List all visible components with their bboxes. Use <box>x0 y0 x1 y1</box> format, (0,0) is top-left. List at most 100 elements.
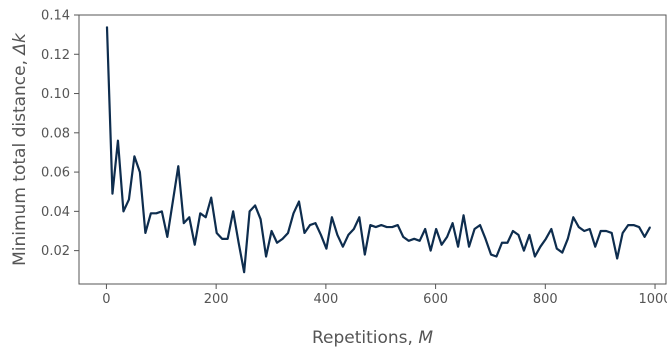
data-point <box>380 224 382 226</box>
data-point <box>473 228 476 230</box>
data-point <box>605 230 607 232</box>
data-point <box>523 250 525 252</box>
data-point <box>402 236 404 238</box>
data-point <box>517 234 520 236</box>
data-point <box>270 230 273 232</box>
x-tick-label: 200 <box>204 292 229 307</box>
y-axis-label-variable: Δk <box>10 32 30 57</box>
x-tick-label: 800 <box>533 292 558 307</box>
data-point <box>249 210 251 212</box>
data-point <box>221 238 223 240</box>
data-point <box>320 234 322 236</box>
data-point <box>435 228 437 230</box>
y-tick-label: 0.06 <box>41 166 70 181</box>
data-point <box>419 240 421 242</box>
data-point <box>452 222 454 224</box>
data-point <box>172 200 174 203</box>
data-point <box>457 246 459 248</box>
data-point <box>649 226 651 228</box>
data-point <box>287 232 289 234</box>
data-point <box>111 193 114 195</box>
data-point <box>117 140 119 142</box>
x-tick-label: 600 <box>423 292 448 307</box>
data-point <box>572 216 574 218</box>
data-point <box>358 216 360 218</box>
data-point <box>528 234 531 236</box>
data-point <box>397 224 399 226</box>
data-point <box>238 242 240 244</box>
data-point <box>468 246 470 248</box>
data-point <box>188 216 190 218</box>
data-point <box>424 228 426 230</box>
data-point <box>506 242 509 244</box>
data-point <box>353 228 355 230</box>
data-point <box>139 171 141 173</box>
data-point <box>281 238 284 240</box>
data-point <box>430 250 432 252</box>
y-tick-label: 0.12 <box>41 48 70 63</box>
data-point <box>106 26 108 28</box>
data-point <box>331 216 333 218</box>
y-axis-label-text: Minimum total distance, <box>10 55 30 266</box>
data-point <box>567 238 569 240</box>
data-point <box>479 224 481 226</box>
data-point <box>446 236 448 238</box>
data-point <box>578 226 580 228</box>
data-point <box>616 257 618 260</box>
data-point <box>342 246 344 248</box>
data-point <box>561 251 563 254</box>
data-point <box>309 224 311 226</box>
data-point <box>347 234 349 236</box>
data-point <box>369 224 371 226</box>
data-point <box>627 224 629 226</box>
data-point <box>183 222 185 224</box>
data-point <box>243 271 245 273</box>
data-point <box>408 240 410 242</box>
data-point <box>611 232 613 234</box>
y-axis-label: Minimum total distance, Δk <box>10 32 30 266</box>
y-tick-label: 0.14 <box>41 9 70 24</box>
data-point <box>265 255 267 258</box>
data-point <box>644 236 646 238</box>
data-point <box>232 210 234 212</box>
x-tick-label: 400 <box>313 292 338 307</box>
data-point <box>144 232 146 234</box>
data-point <box>128 198 130 201</box>
data-point <box>216 232 218 234</box>
data-point <box>177 165 179 167</box>
data-point <box>589 228 591 230</box>
data-point <box>413 238 415 240</box>
data-point <box>495 255 498 258</box>
data-point <box>583 230 585 232</box>
data-point <box>545 238 547 240</box>
x-tick-label: 0 <box>102 292 110 307</box>
data-point <box>386 226 388 228</box>
data-point <box>484 238 487 240</box>
data-point <box>622 232 624 234</box>
data-point <box>512 230 514 232</box>
x-axis-label-text: Repetitions, <box>312 328 418 348</box>
data-point <box>633 224 635 226</box>
data-point <box>375 226 377 228</box>
data-point <box>638 226 640 228</box>
data-point <box>534 255 536 258</box>
x-axis-label: Repetitions, M <box>312 328 433 348</box>
data-point <box>391 226 393 228</box>
data-point <box>336 234 338 236</box>
plot-layer <box>105 26 652 274</box>
data-point <box>122 210 125 212</box>
data-point <box>556 248 558 250</box>
data-point <box>303 232 306 234</box>
data-point <box>276 242 278 244</box>
data-point <box>490 253 492 256</box>
data-point <box>150 212 152 214</box>
data-point <box>227 238 229 240</box>
data-point <box>314 222 317 224</box>
data-point <box>539 246 541 248</box>
data-point <box>501 242 503 244</box>
data-point <box>298 200 300 203</box>
y-tick-label: 0.10 <box>41 87 70 102</box>
y-tick-label: 0.02 <box>41 244 70 259</box>
data-point <box>205 216 207 218</box>
